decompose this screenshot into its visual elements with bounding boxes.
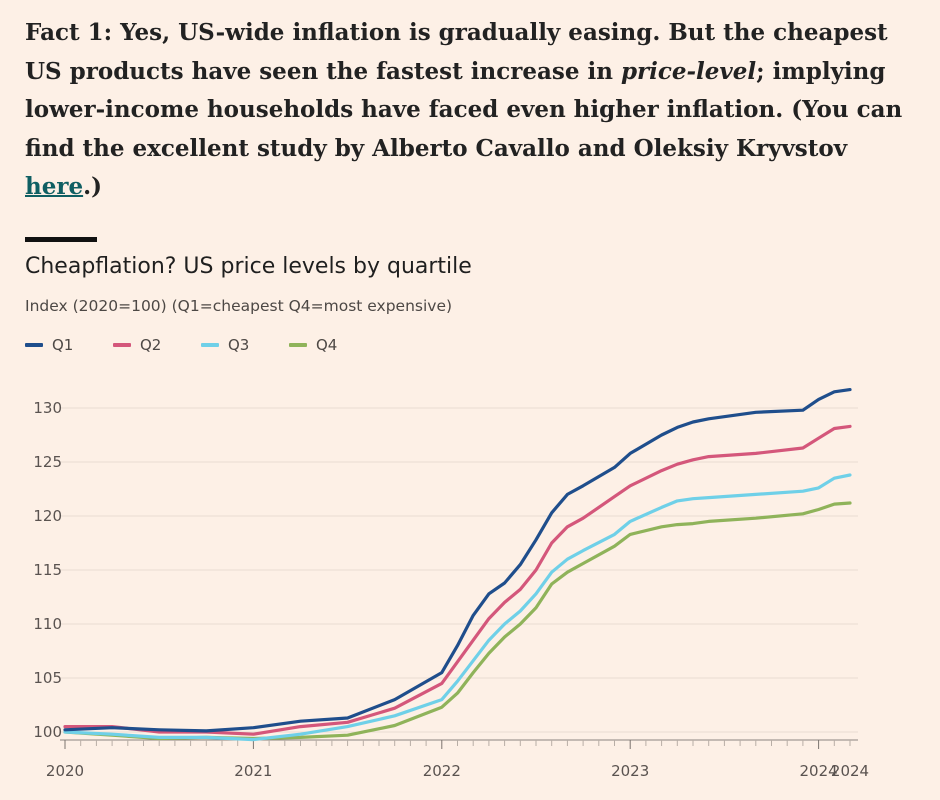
article-text-1: Fact 1: Yes, US-wide inflation is gradua… — [25, 19, 888, 85]
legend-swatch — [289, 343, 307, 347]
y-tick-label: 105 — [33, 669, 62, 687]
y-tick-label: 125 — [33, 453, 62, 471]
chart-legend: Q1 Q2 Q3 Q4 — [25, 336, 377, 354]
y-tick-label: 115 — [33, 561, 62, 579]
y-tick-label: 110 — [33, 615, 62, 633]
x-tick-label: 2023 — [611, 762, 649, 780]
x-tick-label: 2021 — [234, 762, 272, 780]
brand-accent-bar — [25, 237, 97, 242]
legend-item-q3: Q3 — [201, 336, 289, 354]
x-tick-label: 2020 — [46, 762, 84, 780]
legend-label: Q4 — [316, 336, 338, 354]
y-tick-label: 100 — [33, 723, 62, 741]
chart-title: Cheapflation? US price levels by quartil… — [25, 254, 472, 279]
y-tick-label: 120 — [33, 507, 62, 525]
legend-swatch — [25, 343, 43, 347]
y-tick-label: 130 — [33, 399, 62, 417]
x-tick-label: 2024 — [800, 762, 838, 780]
series-line-q4 — [63, 501, 852, 741]
legend-item-q1: Q1 — [25, 336, 113, 354]
legend-swatch — [113, 343, 131, 347]
legend-label: Q2 — [140, 336, 162, 354]
article-text-2: ; implying lower-income households have … — [25, 57, 903, 162]
study-link[interactable]: here — [25, 173, 84, 200]
legend-item-q2: Q2 — [113, 336, 201, 354]
legend-item-q4: Q4 — [289, 336, 377, 354]
series-line-q3 — [63, 473, 852, 742]
legend-swatch — [201, 343, 219, 347]
article-paragraph: Fact 1: Yes, US-wide inflation is gradua… — [25, 14, 905, 207]
article-text-3: .) — [83, 173, 102, 200]
article-emphasis: price-level — [620, 57, 757, 85]
chart-subtitle: Index (2020=100) (Q1=cheapest Q4=most ex… — [25, 297, 453, 315]
series-line-q1 — [63, 388, 852, 733]
x-tick-label: 2022 — [423, 762, 461, 780]
legend-label: Q1 — [52, 336, 74, 354]
legend-label: Q3 — [228, 336, 250, 354]
x-tick-label: 2024 — [831, 762, 869, 780]
series-line-q2 — [63, 424, 852, 736]
